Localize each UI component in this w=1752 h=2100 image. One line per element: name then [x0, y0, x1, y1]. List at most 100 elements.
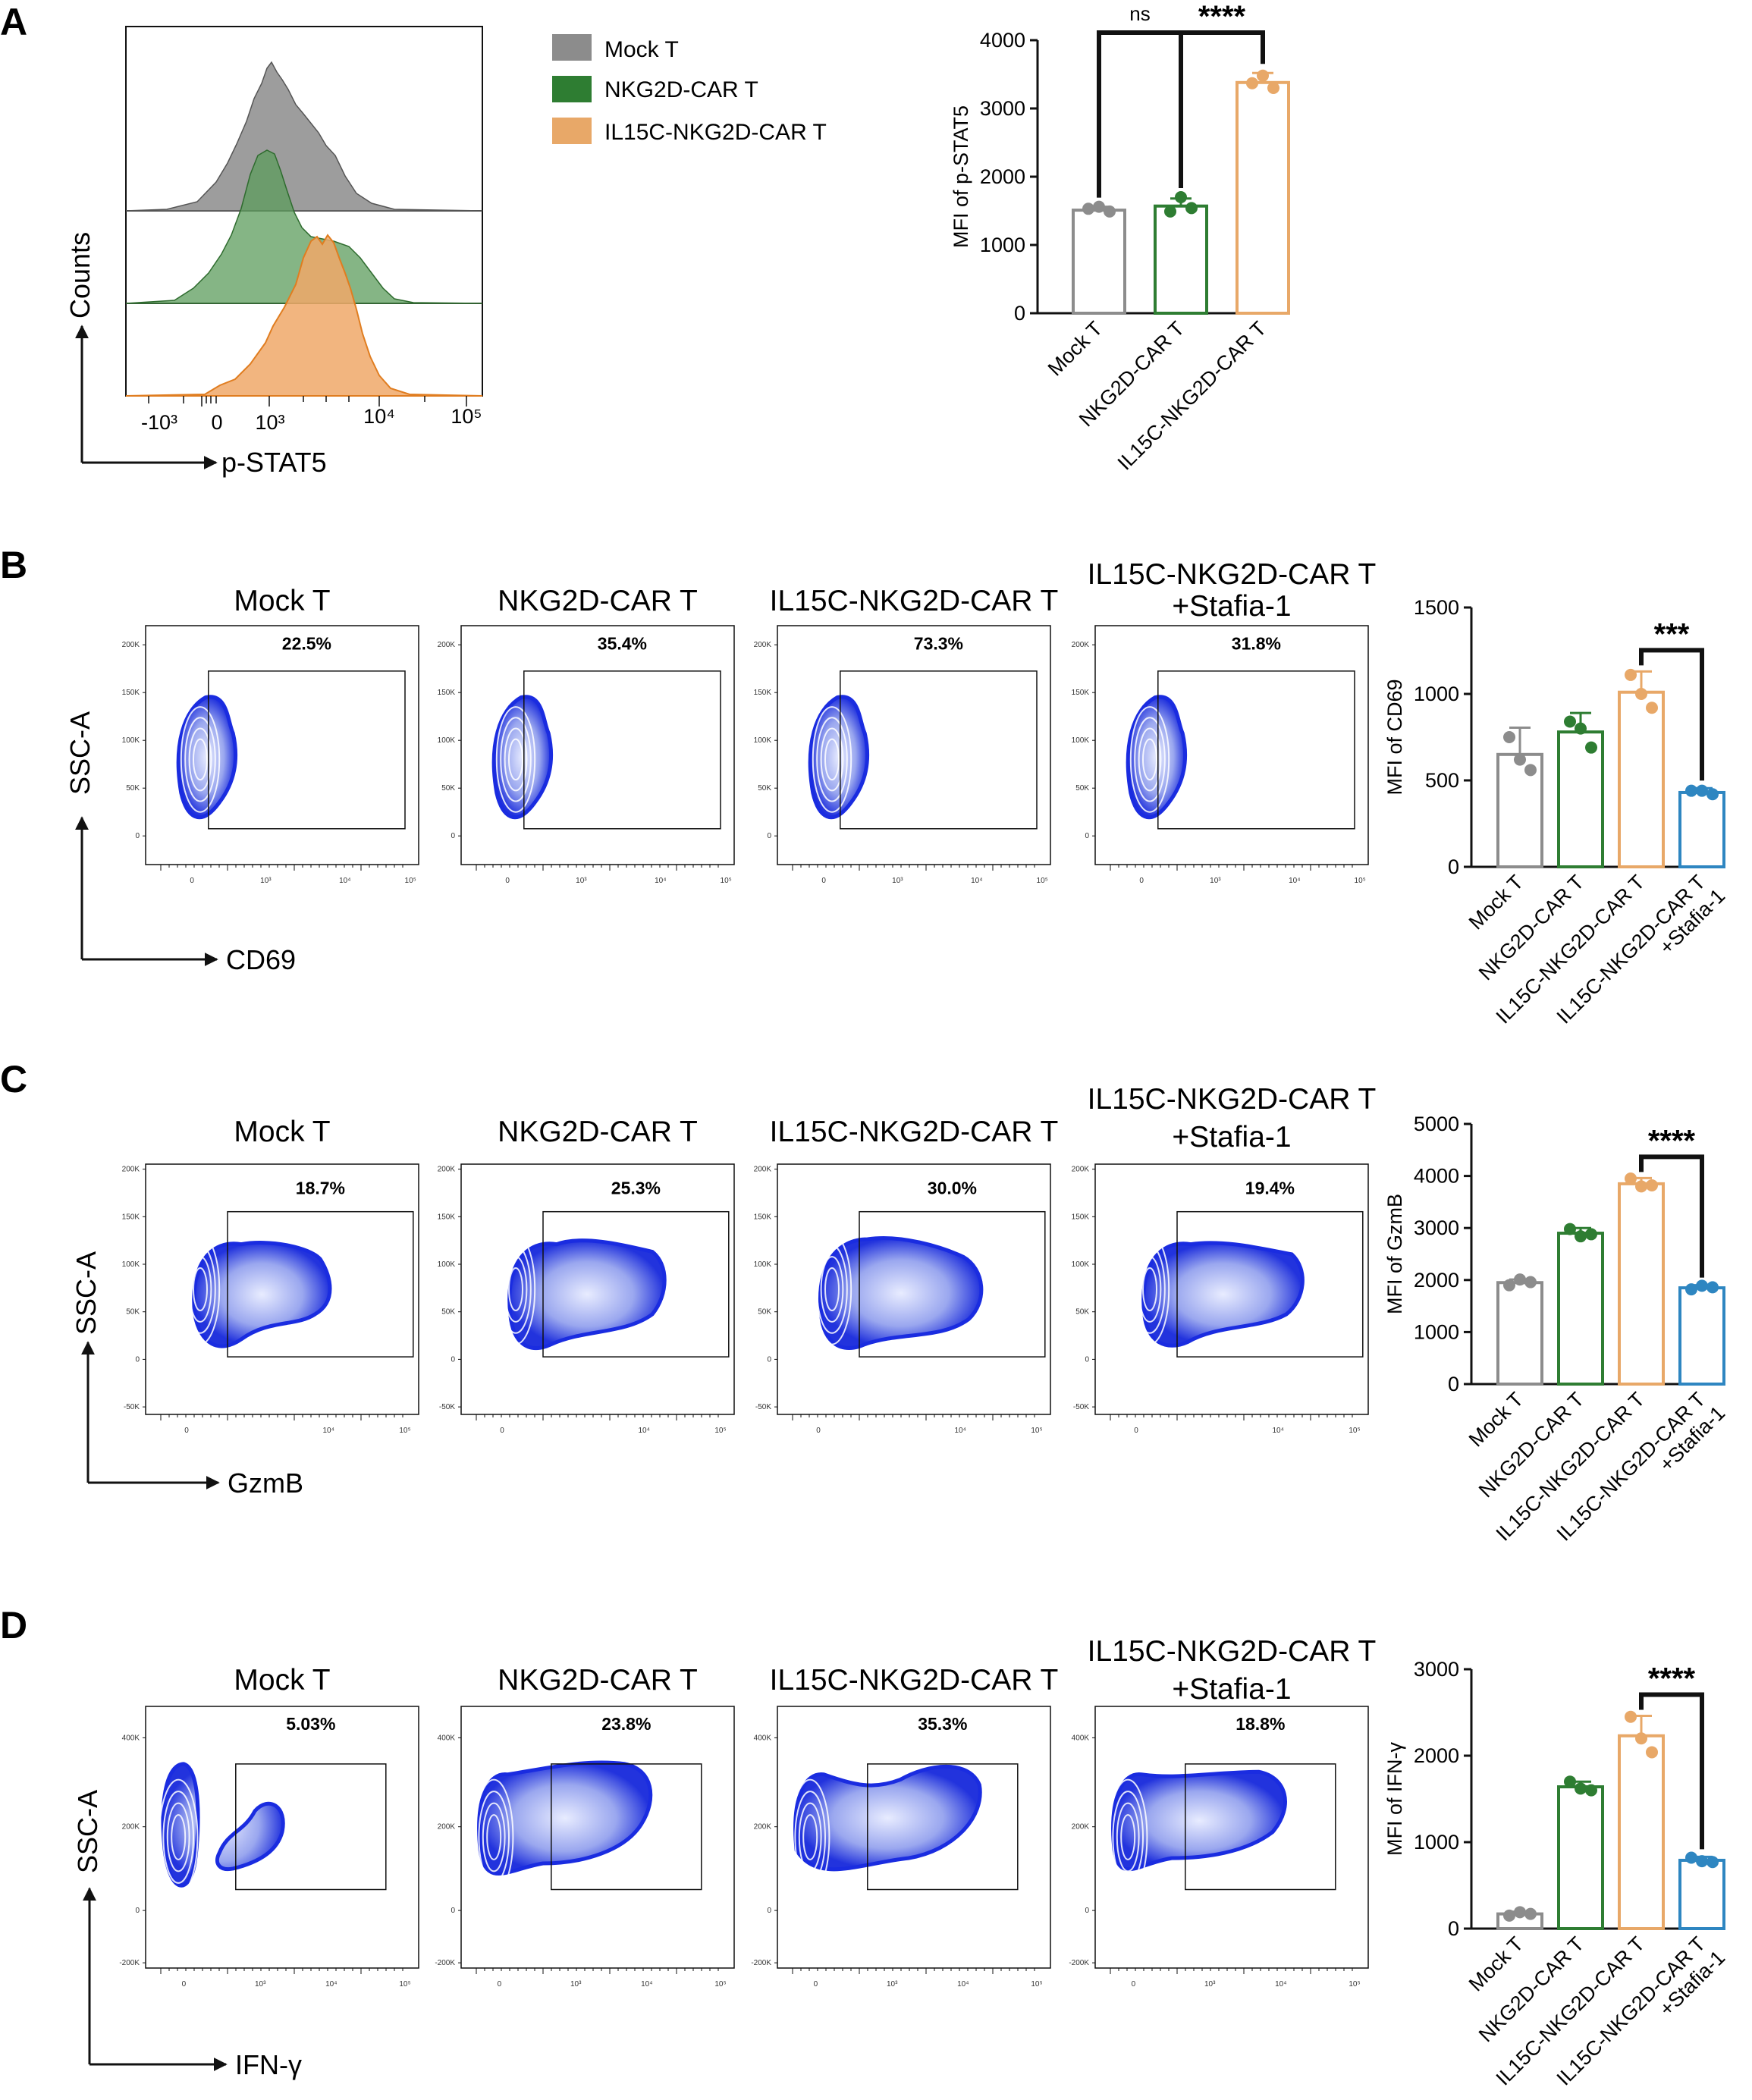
- plot-title: IL15C-NKG2D-CAR T: [1088, 1635, 1377, 1668]
- contour-ring: [486, 1814, 502, 1860]
- x-tick-label: 0: [184, 1427, 189, 1435]
- flow-plots-cd69: 22.5% 200K 150K 100K 50K 0 0 10³ 10⁴ 10⁵ Mock T 35.…: [64, 558, 1376, 975]
- flow-plots-gzmb: 18.7% 200K 150K 100K 50K 0 -50K 0 10⁴ 10⁵ Mock T 25…: [71, 1083, 1376, 1499]
- y-tick-label: 2000: [1414, 1744, 1459, 1767]
- x-tick-label: 10⁵: [1031, 1427, 1042, 1435]
- density-contour: [507, 1238, 667, 1350]
- x-tick-label: 10⁵: [1349, 1980, 1360, 1989]
- y-tick-label: 400K: [122, 1734, 140, 1742]
- contour-ring: [188, 1256, 212, 1323]
- contour-ring: [824, 738, 840, 781]
- x-tick-label: 0: [500, 1427, 504, 1435]
- gate-percent: 5.03%: [286, 1714, 335, 1734]
- contour-ring: [812, 706, 852, 813]
- contour-ring: [504, 727, 528, 792]
- y-tick-label: 200K: [1072, 1823, 1090, 1832]
- y-tick-label: 0: [1448, 855, 1459, 878]
- y-tick-label: 0: [1085, 1355, 1089, 1364]
- data-point: [1503, 1279, 1515, 1292]
- gate-box: [227, 1210, 414, 1358]
- legend-entry: Mock T: [604, 37, 679, 62]
- y-tick-label: -200K: [119, 1959, 140, 1967]
- panel-label-a: A: [0, 1, 27, 43]
- contour-ring: [1134, 717, 1166, 802]
- y-tick-label: 50K: [126, 1308, 140, 1317]
- contour-ring: [1134, 1245, 1166, 1334]
- x-tick-label: 0: [814, 1980, 818, 1989]
- data-point: [1175, 191, 1187, 203]
- legend-entry: IL15C-NKG2D-CAR T: [604, 120, 827, 145]
- data-point: [1246, 77, 1258, 89]
- x-tick-label: 0: [816, 1427, 821, 1435]
- bar: [1678, 790, 1725, 868]
- plot-title: +Stafia-1: [1172, 590, 1291, 623]
- x-tick-label: 10⁵: [1355, 877, 1366, 885]
- y-tick-label: 0: [767, 1355, 771, 1364]
- flow-plot: 35.4% 200K 150K 100K 50K 0 0 10³ 10⁴ 10⁵ NKG2D-CAR…: [438, 585, 735, 885]
- y-tick-label: 0: [451, 1907, 455, 1915]
- gate-box: [859, 1210, 1046, 1358]
- bar: [1236, 80, 1290, 315]
- x-tick-label: 10⁵: [721, 877, 732, 885]
- contour-ring: [193, 1267, 208, 1312]
- contour-ring: [166, 1802, 190, 1872]
- y-tick-label: 0: [1085, 1907, 1089, 1915]
- x-tick-label: 10⁴: [322, 1427, 334, 1435]
- plot-title: IL15C-NKG2D-CAR T: [1088, 1083, 1377, 1116]
- y-tick-label: 200K: [754, 1166, 772, 1174]
- density-contour: [818, 1236, 984, 1350]
- legend-swatch: [552, 118, 592, 144]
- plot-title: IL15C-NKG2D-CAR T: [1088, 558, 1377, 591]
- plot-title: Mock T: [234, 585, 330, 617]
- y-tick-label: 200K: [754, 1823, 772, 1832]
- significance-label: ****: [1648, 1662, 1696, 1696]
- bar: [1557, 1785, 1604, 1931]
- y-tick-label: 4000: [980, 29, 1025, 52]
- y-tick-label: 5000: [1414, 1113, 1459, 1135]
- data-point: [1635, 688, 1647, 700]
- x-tick-label: 0: [1134, 1427, 1138, 1435]
- y-tick-label: 50K: [441, 1308, 455, 1317]
- flow-plot: 19.4% 200K 150K 100K 50K 0 -50K 0 10⁴ 10⁵ IL15C-NK…: [1072, 1083, 1377, 1435]
- y-tick-label: 100K: [438, 736, 456, 745]
- data-point: [1185, 202, 1198, 215]
- y-tick-label: -50K: [439, 1403, 455, 1411]
- bar: [1496, 1281, 1543, 1386]
- y-tick-label: 1000: [980, 234, 1025, 256]
- y-tick-label: 150K: [754, 689, 772, 697]
- y-tick-label: -50K: [1073, 1403, 1089, 1411]
- contour-ring: [816, 717, 848, 802]
- flow-plots-ifn-gamma: 5.03% 400K 200K 0 -200K 0 10³ 10⁴ 10⁵ Mock T 23.8%…: [72, 1635, 1376, 2080]
- significance-label: ****: [1648, 1124, 1696, 1157]
- density-contour: [477, 1760, 653, 1876]
- y-tick-label: 400K: [754, 1734, 772, 1742]
- hist-nkg2d-car-t: [125, 149, 483, 304]
- y-tick-label: 200K: [122, 641, 140, 649]
- y-tick-label: 200K: [438, 1823, 456, 1832]
- flow-plot: 18.8% 400K 200K 0 -200K 0 10³ 10⁴ 10⁵ IL15C-NKG2D…: [1069, 1635, 1376, 1989]
- x-tick-label: 10⁴: [339, 877, 350, 885]
- y-tick-label: 1000: [1414, 683, 1459, 705]
- data-point: [1696, 1855, 1708, 1868]
- y-tick-label: 3000: [1414, 1216, 1459, 1239]
- x-tick-label: NKG2D-CAR T: [1474, 871, 1588, 984]
- y-tick-label: 200K: [438, 1166, 456, 1174]
- data-point: [1575, 1230, 1587, 1243]
- flow-plot: 30.0% 200K 150K 100K 50K 0 -50K 0 10⁴ 10⁵ IL15C-NK…: [754, 1116, 1059, 1435]
- data-point: [1646, 702, 1658, 714]
- x-tick-label: 0: [1132, 1980, 1136, 1989]
- contour-ring: [820, 1256, 844, 1323]
- contour-ring: [794, 1791, 826, 1884]
- significance-bracket: [1097, 30, 1183, 198]
- gate-percent: 18.7%: [296, 1179, 345, 1198]
- y-tick-label: 0: [135, 1907, 140, 1915]
- x-tick-label: 10⁵: [405, 877, 416, 885]
- y-tick-label: 100K: [754, 1260, 772, 1269]
- data-point: [1104, 205, 1116, 218]
- x-tick-label: 10⁴: [957, 1980, 969, 1989]
- data-point: [1524, 1276, 1537, 1289]
- contour-ring: [504, 1256, 528, 1323]
- bar: [1678, 1858, 1725, 1930]
- significance-bracket: [1639, 648, 1704, 781]
- x-tick-label: 0: [1139, 877, 1144, 885]
